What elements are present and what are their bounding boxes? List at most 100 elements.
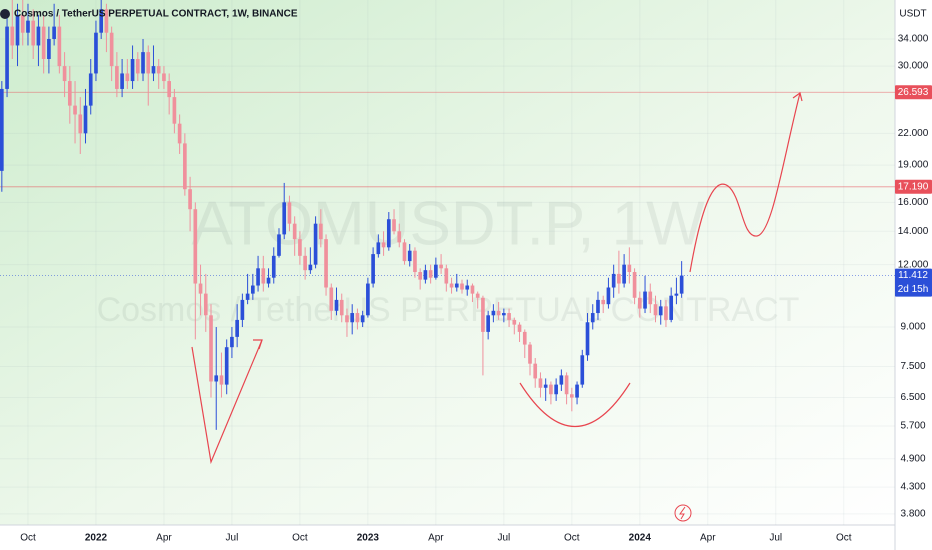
candle-body	[292, 223, 297, 240]
candle-body	[230, 336, 234, 348]
candle-body	[115, 66, 119, 89]
candle-body	[256, 268, 260, 286]
arrow-head	[253, 339, 263, 350]
candle-body	[62, 66, 67, 82]
candle-body	[329, 287, 334, 311]
event-icon	[674, 504, 692, 522]
candle-body	[522, 331, 527, 345]
candle-body	[428, 270, 433, 278]
candle-body	[449, 283, 454, 288]
price-label: 17.190	[898, 181, 929, 192]
candle-body	[261, 268, 266, 284]
x-tick-label: Apr	[428, 533, 444, 544]
candle-body	[627, 264, 632, 273]
x-tick-label: 2024	[629, 533, 652, 544]
candle-body	[392, 219, 396, 232]
candle-body	[569, 394, 574, 398]
candle-body	[183, 143, 187, 190]
candle-body	[402, 242, 407, 262]
candle-body	[543, 384, 548, 388]
candle-body	[313, 223, 318, 265]
candle-body	[669, 295, 674, 320]
candle-body	[47, 38, 51, 59]
candle-body	[130, 58, 135, 82]
candle-body	[376, 242, 381, 255]
candle-body	[622, 264, 626, 284]
candle-body	[549, 384, 553, 395]
chart-title: Cosmos / TetherUS PERPETUAL CONTRACT, 1W…	[14, 9, 298, 20]
price-label: 11.412	[898, 270, 928, 281]
candle-body	[512, 319, 517, 325]
event-bolt	[679, 506, 686, 520]
candles	[0, 0, 684, 430]
candle-body	[465, 285, 470, 290]
watermark-subtitle: Cosmos / TetherUS PERPETUAL CONTRACT	[97, 291, 800, 329]
candle-body	[470, 285, 475, 294]
candle-body	[57, 26, 62, 67]
y-tick-label: 34.000	[898, 34, 929, 45]
axes: 34.000 30.000 22.000 19.000 16.000 14.000 12.0…	[20, 34, 932, 544]
candle-body	[360, 315, 365, 323]
candle-body	[564, 375, 569, 395]
symbol-icon	[0, 9, 10, 19]
candle-body	[418, 272, 423, 280]
x-tick-label: Oct	[564, 533, 580, 544]
x-tick-label: Jul	[226, 533, 239, 544]
candle-body	[611, 273, 616, 288]
candle-body	[287, 202, 292, 224]
y-unit: USDT	[899, 9, 926, 20]
candle-body	[339, 299, 344, 316]
candle-body	[617, 273, 621, 284]
candle-body	[601, 299, 606, 305]
countdown-label: 2d 15h	[898, 284, 929, 295]
arc-drawing	[519, 382, 631, 428]
candle-body	[36, 26, 41, 46]
price-label-box	[895, 179, 932, 194]
candle-body	[41, 26, 46, 59]
candle-body	[120, 73, 124, 89]
candle-body	[444, 268, 449, 284]
candle-body	[303, 255, 307, 271]
candle-body	[460, 283, 464, 290]
candle-body	[381, 242, 386, 248]
candle-body	[350, 313, 355, 323]
candle-body	[439, 264, 443, 269]
candle-body	[99, 9, 104, 33]
grid	[0, 0, 895, 525]
candle-body	[141, 52, 145, 74]
candle-body	[637, 297, 642, 309]
candle-body	[632, 272, 637, 298]
x-tick-label: Oct	[292, 533, 308, 544]
candle-body	[533, 363, 538, 379]
y-tick-label: 30.000	[898, 61, 929, 72]
candle-body	[502, 313, 506, 316]
candle-body	[88, 73, 93, 106]
y-tick-label: 5.700	[900, 421, 925, 432]
candle-body	[277, 234, 281, 256]
x-tick-label: 2023	[357, 533, 380, 544]
candle-body	[78, 114, 83, 134]
drawings	[191, 91, 803, 465]
candle-body	[219, 375, 224, 385]
candle-body	[528, 344, 532, 364]
candle-body	[156, 66, 161, 74]
candle-body	[31, 20, 36, 46]
projection-curve	[689, 92, 801, 273]
y-tick-label: 12.000	[898, 259, 929, 270]
candle-body	[345, 315, 349, 323]
header: Cosmos / TetherUS PERPETUAL CONTRACT, 1W…	[0, 9, 298, 20]
candle-body	[481, 297, 485, 332]
x-tick-label: 2022	[85, 533, 108, 544]
candle-body	[366, 283, 370, 316]
candle-body	[73, 105, 77, 115]
candle-body	[423, 270, 428, 280]
candle-body	[52, 26, 56, 39]
candle-body	[94, 32, 98, 74]
candle-body	[167, 81, 171, 98]
candle-body	[146, 52, 151, 74]
price-label-box	[895, 85, 932, 100]
candle-body	[193, 209, 198, 284]
x-tick-label: Jul	[497, 533, 510, 544]
x-tick-label: Jul	[769, 533, 782, 544]
